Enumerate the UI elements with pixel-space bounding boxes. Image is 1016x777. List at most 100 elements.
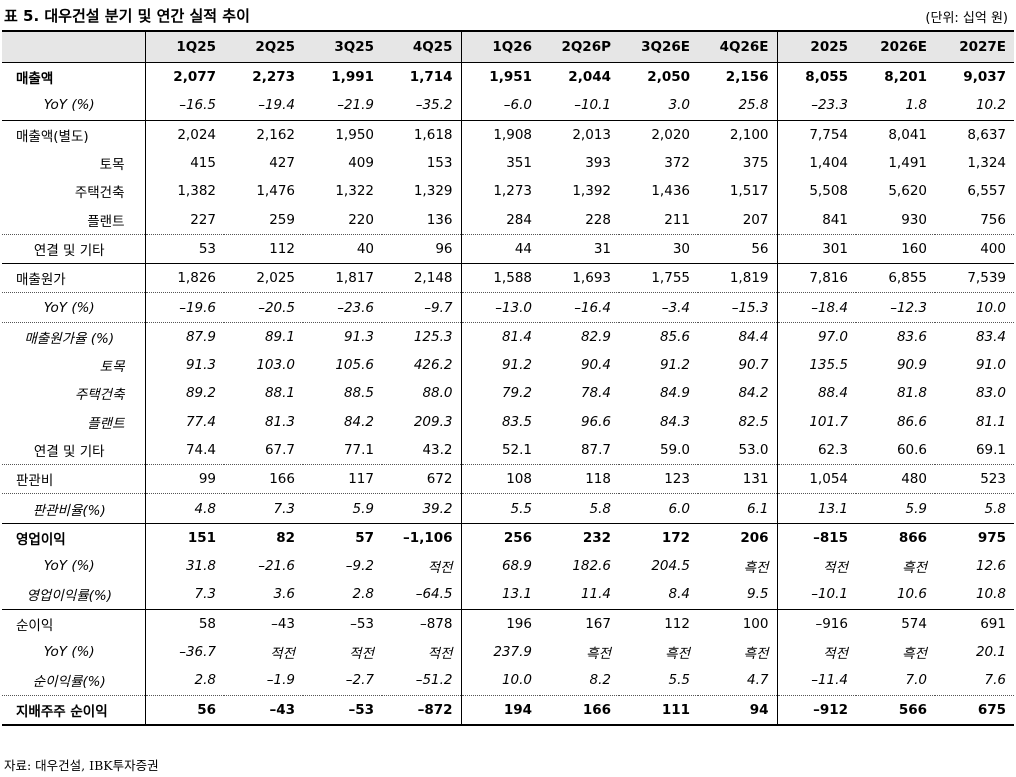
value-cell: 81.8 [896, 385, 927, 402]
value-cell: 1,382 [144, 177, 224, 206]
value-cell: 6.1 [698, 493, 777, 524]
value-cell: 574 [901, 615, 927, 632]
table-row: 주택건축 89.2 88.1 88.5 88.0 79.2 78.4 84.9 84.2 88.4… [2, 379, 1014, 408]
value-cell: 301 [776, 234, 856, 265]
value-cell: 88.0 [422, 385, 453, 402]
value-cell: 136 [382, 205, 461, 235]
value-cell: 2.8 [144, 666, 224, 696]
value-cell: 20.1 [975, 644, 1006, 661]
row-label: 매출액(별도) [16, 128, 89, 145]
value-cell: 841 [776, 205, 856, 235]
value-cell: –23.3 [776, 91, 856, 121]
row-label: 플랜트 [87, 415, 125, 432]
value-cell: 207 [698, 205, 777, 235]
value-cell: 1,714 [409, 69, 453, 86]
value-cell: 2,050 [647, 69, 690, 86]
value-cell: 77.4 [144, 407, 224, 436]
table-row: 판관비 99 166 117 672 108 118 123 131 1,054 480 523 [2, 464, 1014, 495]
column-header: 2Q25 [224, 30, 303, 63]
column-header: 2027E [935, 30, 1014, 63]
value-cell: 2,156 [725, 69, 769, 86]
value-cell: –6.0 [460, 91, 540, 121]
value-cell: 적전 [776, 552, 856, 581]
table-row: 순이익 58 –43 –53 –878 196 167 112 100 –916 574 691 [2, 609, 1014, 638]
row-label: YoY (%) [2, 292, 145, 323]
column-header: 3Q25 [303, 30, 382, 63]
table-row: 연결 및 기타 74.4 67.7 77.1 43.2 52.1 87.7 59.0 53.0 6… [2, 435, 1014, 466]
value-cell: –9.2 [345, 558, 374, 575]
table-row: YoY (%) –36.7 적전 적전 적전 237.9 흑전 흑전 흑전 적전 흑전 20.1 [2, 637, 1014, 667]
value-cell: 6,855 [856, 263, 935, 294]
value-cell: 83.5 [460, 407, 540, 436]
value-cell: 111 [619, 695, 698, 726]
value-cell: 393 [585, 155, 611, 172]
value-cell: 101.7 [776, 407, 856, 436]
value-cell: –43 [271, 615, 295, 632]
row-label: 판관비 [2, 464, 145, 495]
value-cell: –10.1 [776, 580, 856, 610]
value-cell: 84.4 [738, 328, 769, 345]
value-cell: 9.5 [698, 580, 777, 610]
value-cell: 10.2 [935, 91, 1014, 121]
row-label: YoY (%) [43, 644, 95, 661]
value-cell: 166 [224, 464, 303, 495]
value-cell: 153 [426, 155, 453, 172]
value-cell: 117 [303, 464, 382, 495]
value-cell: 103.0 [256, 357, 295, 374]
value-cell: 5.9 [303, 493, 382, 524]
value-cell: 675 [935, 695, 1014, 726]
value-cell: 적전 [776, 637, 856, 667]
value-cell: 1,054 [776, 464, 856, 495]
data-table: 1Q25 2Q25 3Q25 4Q25 1Q26 2Q26P 3Q26E 4Q26E 2025 2… [2, 30, 1014, 726]
value-cell: 1,491 [888, 155, 927, 172]
value-cell: 84.9 [659, 385, 690, 402]
value-cell: 적전 [349, 646, 374, 663]
value-cell: 1,817 [303, 263, 382, 294]
value-cell: 96.6 [580, 413, 611, 430]
value-cell: 77.1 [303, 435, 382, 466]
value-cell: 흑전 [743, 646, 769, 663]
value-cell: 232 [582, 529, 611, 546]
value-cell: 426.2 [413, 357, 453, 374]
value-cell: –878 [419, 615, 453, 632]
value-cell: 89.1 [264, 328, 295, 345]
value-cell: 적전 [427, 646, 453, 663]
column-header: 3Q26E [619, 30, 698, 63]
value-cell: 5.8 [935, 493, 1014, 524]
row-label: 연결 및 기타 [2, 435, 145, 466]
row-label: 영업이익률(%) [2, 580, 145, 610]
value-cell: 5.5 [619, 666, 698, 696]
value-cell: 1,476 [256, 183, 295, 200]
value-cell: –916 [776, 609, 856, 638]
value-cell: 7.3 [144, 580, 224, 610]
value-cell: 53 [144, 234, 224, 265]
value-cell: 91.3 [144, 350, 224, 380]
value-cell: 672 [382, 464, 461, 495]
value-cell: 87.9 [144, 322, 224, 351]
value-cell: 58 [144, 609, 224, 638]
value-cell: 2,013 [572, 126, 611, 143]
value-cell: 2,024 [144, 120, 224, 149]
column-header: 2025 [776, 30, 856, 63]
value-cell: 91.2 [460, 350, 540, 380]
column-header: 2Q26P [540, 30, 619, 63]
value-cell: –912 [776, 695, 856, 726]
value-cell: –13.0 [460, 292, 540, 323]
value-cell: 10.8 [935, 580, 1014, 610]
value-cell: 94 [698, 695, 777, 726]
value-cell: 11.4 [540, 580, 619, 610]
value-cell: 81.4 [460, 322, 540, 351]
value-cell: 209.3 [413, 413, 453, 430]
row-label: 플랜트 [2, 205, 145, 235]
value-cell: 30 [619, 234, 698, 265]
table-row: 연결 및 기타 53 112 40 96 44 31 30 56 301 160 400 [2, 234, 1014, 265]
value-cell: 566 [856, 695, 935, 726]
value-cell: 82 [276, 529, 295, 546]
value-cell: –23.6 [303, 292, 382, 323]
value-cell: 25.8 [698, 91, 777, 121]
value-cell: 1,950 [335, 126, 374, 143]
value-cell: 1.8 [856, 91, 935, 121]
value-cell: 7.0 [856, 666, 935, 696]
table-row: 매출원가율 (%) 87.9 89.1 91.3 125.3 81.4 82.9 85.6 84… [2, 322, 1014, 351]
value-cell: 99 [144, 464, 224, 495]
